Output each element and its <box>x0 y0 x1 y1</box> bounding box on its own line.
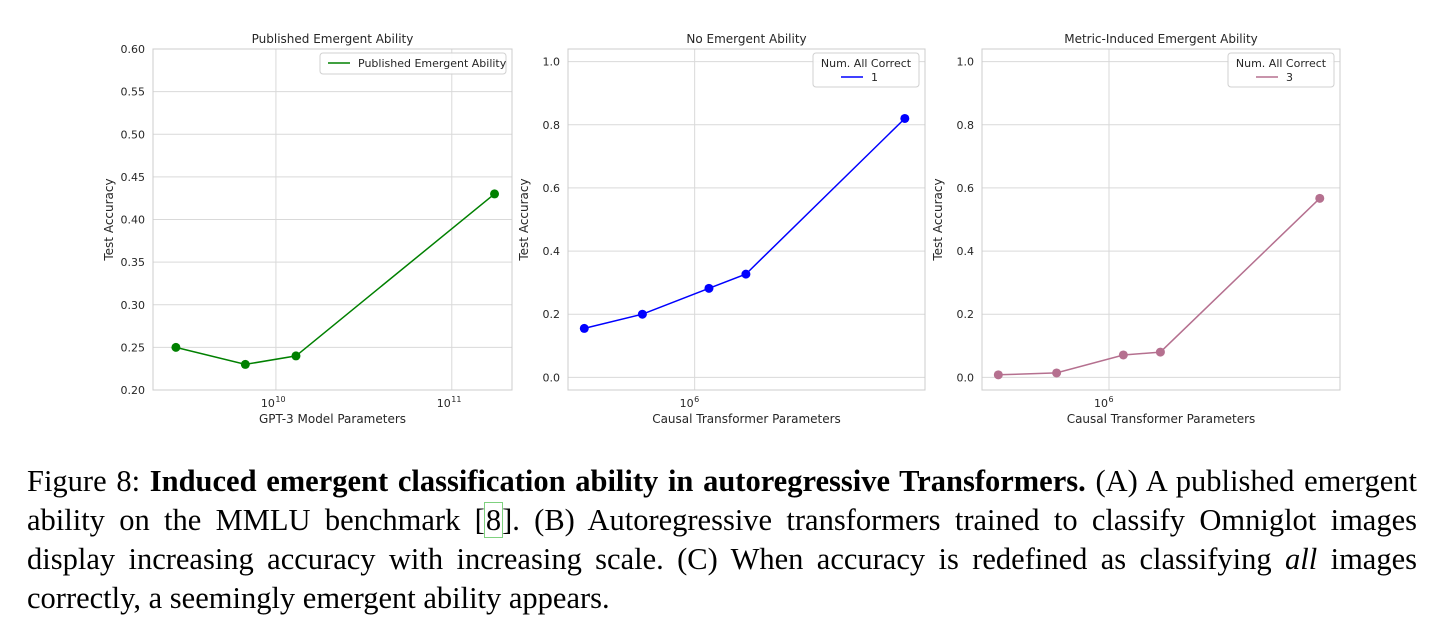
x-axis-label: GPT-3 Model Parameters <box>259 412 406 426</box>
y-tick-label: 0.50 <box>121 128 146 141</box>
data-point <box>993 370 1003 380</box>
plot-area <box>982 49 1340 390</box>
axes-frame <box>152 48 513 391</box>
chart-title: Published Emergent Ability <box>252 32 414 46</box>
legend-entry: 3 <box>1286 71 1293 84</box>
y-tick-label: 0.35 <box>121 256 146 269</box>
x-axis-label: Causal Transformer Parameters <box>652 412 841 426</box>
figure-caption: Figure 8: Induced emergent classificatio… <box>27 462 1417 618</box>
chart-title: Metric-Induced Emergent Ability <box>1064 32 1258 46</box>
y-axis-label: Test Accuracy <box>931 178 945 261</box>
y-tick-label: 0.6 <box>543 182 561 195</box>
chart-title: No Emergent Ability <box>686 32 806 46</box>
x-axis-label: Causal Transformer Parameters <box>1067 412 1256 426</box>
y-tick-label: 0.4 <box>957 245 975 258</box>
caption-label: Figure 8: <box>27 464 141 498</box>
chart-panel-3: 0.0 0.2 0.4 0.6 0.8 1.0 10 6 Metric-Induced Emer… <box>931 32 1341 426</box>
data-point <box>1118 350 1128 360</box>
x-tick-label-exponent: 10 <box>275 395 285 404</box>
y-tick-label: 0.6 <box>957 182 975 195</box>
caption-title: Induced emergent classification ability … <box>149 464 1086 498</box>
x-tick-label-base: 10 <box>1094 397 1108 410</box>
series-line <box>175 193 495 366</box>
chart-panel-2: 0.0 0.2 0.4 0.6 0.8 1.0 10 6 No Emergent Ability… <box>517 32 926 426</box>
data-point <box>1315 193 1325 203</box>
caption-italic: all <box>1285 542 1318 576</box>
y-tick-label: 0.4 <box>543 245 561 258</box>
y-tick-label: 0.60 <box>121 43 146 56</box>
data-point <box>579 323 589 333</box>
data-point <box>490 189 500 199</box>
y-tick-label: 0.8 <box>957 119 975 132</box>
legend-box <box>1227 52 1335 88</box>
y-tick-label: 0.40 <box>121 214 146 227</box>
y-tick-label: 0.45 <box>121 171 146 184</box>
y-tick-label: 0.20 <box>121 384 146 397</box>
y-axis-label: Test Accuracy <box>517 178 531 261</box>
y-tick-label: 0.25 <box>121 341 146 354</box>
y-axis-label: Test Accuracy <box>102 178 116 261</box>
plot-area <box>568 49 925 390</box>
y-tick-label: 0.0 <box>957 371 975 384</box>
y-tick-label: 0.2 <box>957 308 975 321</box>
legend-title: Num. All Correct <box>1236 57 1327 70</box>
data-point <box>1052 368 1062 378</box>
caption-text-part1: (A) A published emergent ability on the … <box>27 464 1418 537</box>
y-tick-label: 0.55 <box>121 86 146 99</box>
x-tick-label-exponent: 6 <box>1109 395 1114 404</box>
caption-text-part2: ]. (B) Autoregressive transformers train… <box>27 503 1417 576</box>
legend-entry: 1 <box>871 71 878 84</box>
x-tick-label-exponent: 11 <box>451 395 461 404</box>
data-point <box>741 269 751 279</box>
axes-frame <box>981 48 1341 391</box>
data-point <box>900 113 910 123</box>
y-tick-label: 0.8 <box>543 119 561 132</box>
y-tick-label: 0.30 <box>121 299 146 312</box>
y-tick-label: 1.0 <box>543 56 561 69</box>
data-point <box>637 309 647 319</box>
legend-title: Num. All Correct <box>821 57 912 70</box>
data-point <box>240 359 250 369</box>
y-tick-label: 0.0 <box>543 371 561 384</box>
legend-entry: Published Emergent Ability <box>358 57 507 70</box>
legend-box <box>812 52 920 88</box>
caption-text-part3: images correctly, a seemingly emergent a… <box>27 542 1418 615</box>
x-tick-label-exponent: 6 <box>694 395 699 404</box>
x-tick-label-base: 10 <box>680 397 694 410</box>
data-point <box>291 351 301 361</box>
citation-link[interactable]: 8 <box>483 502 504 538</box>
x-tick-label-base: 10 <box>261 397 275 410</box>
data-point <box>704 283 714 293</box>
axes-frame <box>567 48 926 391</box>
y-tick-label: 1.0 <box>957 56 975 69</box>
data-point <box>1155 347 1165 357</box>
data-point <box>171 342 181 352</box>
x-tick-label-base: 10 <box>437 397 451 410</box>
y-tick-label: 0.2 <box>543 308 561 321</box>
legend-box <box>319 52 507 75</box>
